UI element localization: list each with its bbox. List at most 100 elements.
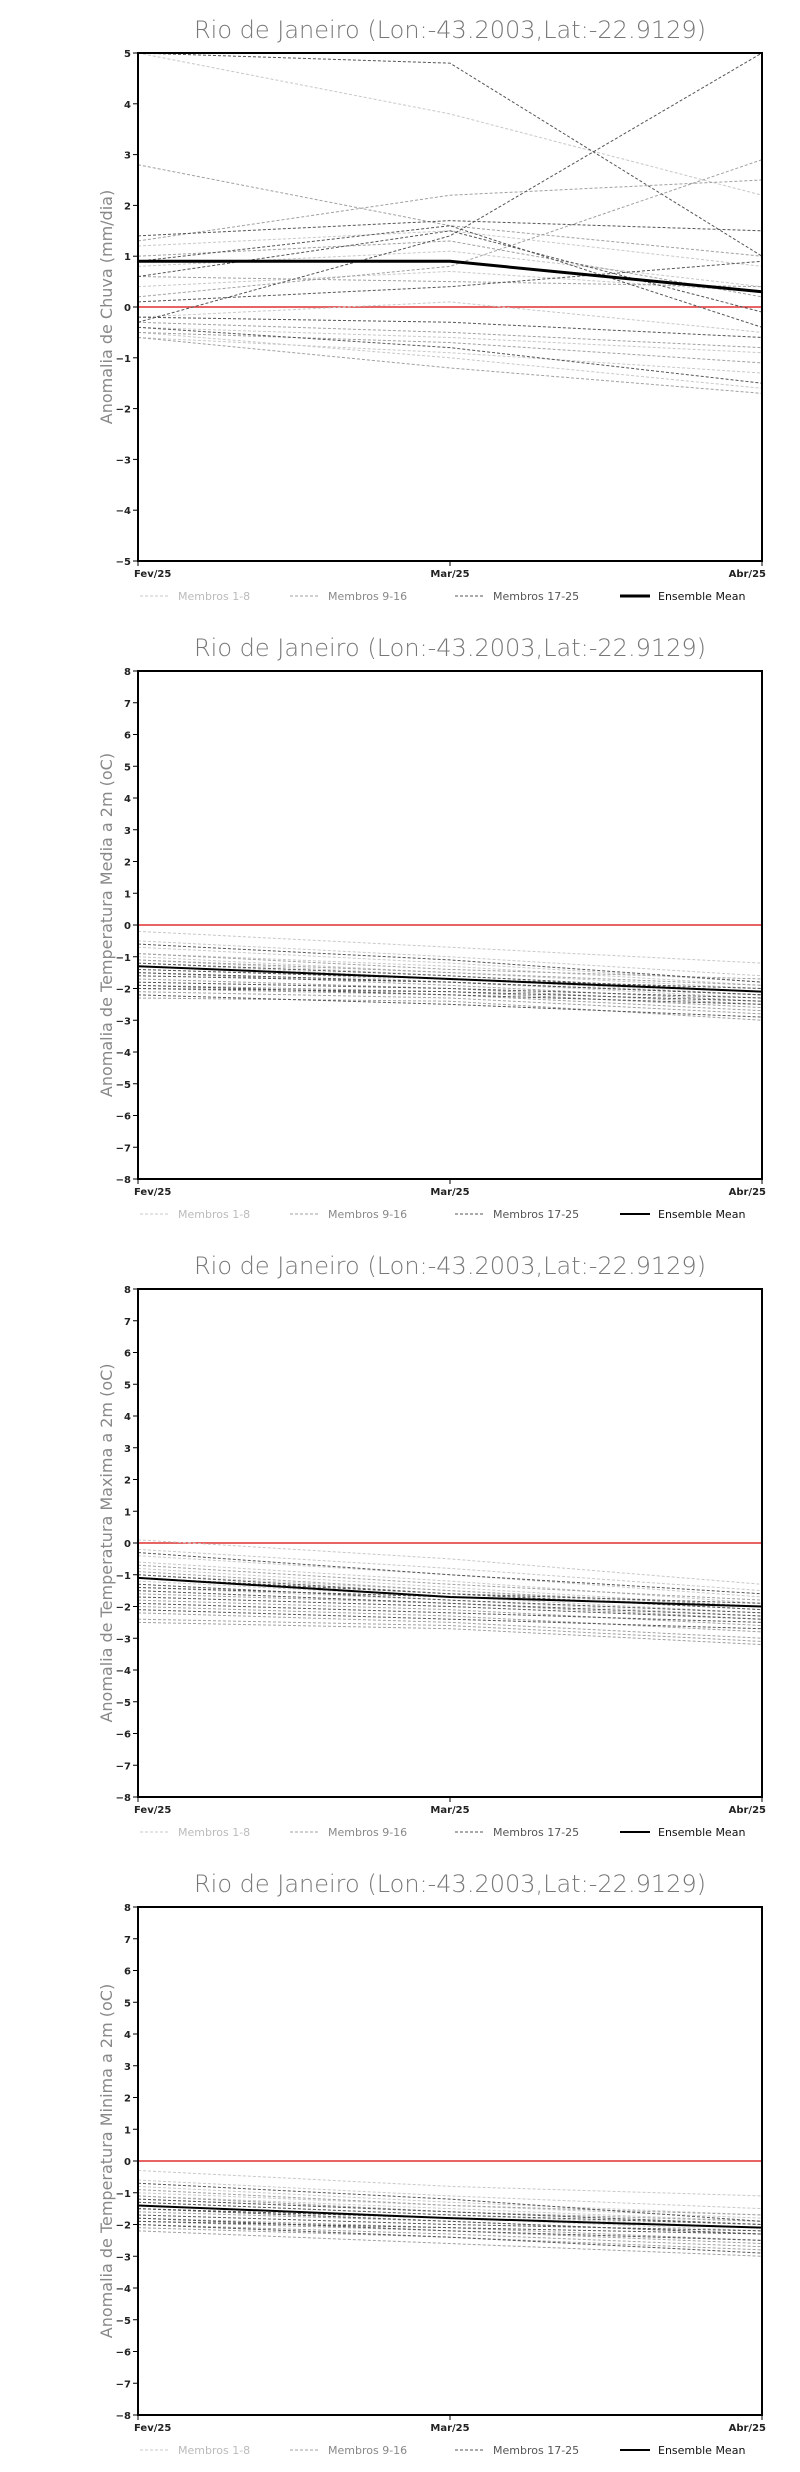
chart-title: Rio de Janeiro (Lon:-43.2003,Lat:-22.912… bbox=[194, 16, 706, 44]
x-tick-label: Abr/25 bbox=[729, 1805, 766, 1816]
member-line-2 bbox=[138, 940, 762, 977]
x-tick-label: Fev/25 bbox=[134, 2423, 171, 2434]
x-tick-label: Mar/25 bbox=[430, 1805, 469, 1816]
member-line-23 bbox=[138, 2208, 762, 2235]
member-line-3 bbox=[138, 250, 762, 288]
member-line-15 bbox=[138, 336, 762, 394]
member-line-8 bbox=[138, 326, 762, 354]
member-line-25 bbox=[138, 994, 762, 1018]
y-tick-label: 4 bbox=[124, 794, 131, 805]
member-line-19 bbox=[138, 53, 762, 323]
plot-frame bbox=[137, 1288, 763, 1798]
y-tick-label: −8 bbox=[116, 2411, 131, 2422]
legend-entry: Ensemble Mean bbox=[658, 590, 745, 603]
y-tick-label: 1 bbox=[124, 2125, 131, 2136]
member-line-25 bbox=[138, 1609, 762, 1630]
member-line-23 bbox=[138, 972, 762, 996]
member-line-19 bbox=[138, 2214, 762, 2232]
y-tick-label: −1 bbox=[116, 953, 131, 964]
y-tick-label: 5 bbox=[124, 49, 131, 60]
member-line-13 bbox=[138, 991, 762, 1015]
y-tick-label: 8 bbox=[124, 1285, 131, 1296]
y-tick-label: 0 bbox=[124, 303, 131, 314]
member-line-16 bbox=[138, 179, 762, 242]
y-tick-label: −3 bbox=[116, 2252, 131, 2263]
chart-svg: Rio de Janeiro (Lon:-43.2003,Lat:-22.912… bbox=[97, 16, 766, 603]
member-line-24 bbox=[138, 1602, 762, 1623]
y-tick-label: −3 bbox=[116, 1016, 131, 1027]
member-line-21 bbox=[138, 2182, 762, 2222]
member-line-5 bbox=[138, 301, 762, 333]
member-line-13 bbox=[138, 321, 762, 349]
x-tick-label: Mar/25 bbox=[430, 1187, 469, 1198]
member-line-16 bbox=[138, 959, 762, 986]
chart-panel-temperatura-maxima: Rio de Janeiro (Lon:-43.2003,Lat:-22.912… bbox=[0, 1236, 800, 1854]
y-tick-label: 7 bbox=[124, 1935, 131, 1946]
y-tick-label: −6 bbox=[116, 1112, 131, 1123]
x-tick-label: Fev/25 bbox=[134, 1805, 171, 1816]
y-tick-label: 1 bbox=[124, 889, 131, 900]
y-tick-label: 5 bbox=[124, 762, 131, 773]
member-line-10 bbox=[138, 240, 762, 298]
y-tick-label: 4 bbox=[124, 100, 131, 111]
y-tick-label: −4 bbox=[116, 1048, 131, 1059]
member-line-2 bbox=[138, 1548, 762, 1592]
chart-panel-chuva: Rio de Janeiro (Lon:-43.2003,Lat:-22.912… bbox=[0, 0, 800, 618]
y-tick-label: 8 bbox=[124, 667, 131, 678]
y-tick-label: 5 bbox=[124, 1998, 131, 2009]
member-line-12 bbox=[138, 1612, 762, 1639]
member-line-24 bbox=[138, 2217, 762, 2241]
series-group bbox=[138, 2160, 762, 2257]
member-line-5 bbox=[138, 2195, 762, 2222]
member-line-3 bbox=[138, 2185, 762, 2216]
member-line-15 bbox=[138, 1564, 762, 1601]
member-line-21 bbox=[138, 943, 762, 983]
legend-entry: Membros 9-16 bbox=[328, 590, 407, 603]
member-line-24 bbox=[138, 326, 762, 384]
y-tick-label: −7 bbox=[116, 2379, 131, 2390]
member-line-4 bbox=[138, 953, 762, 986]
y-tick-label: 2 bbox=[124, 858, 131, 869]
y-tick-label: −1 bbox=[116, 2189, 131, 2200]
ensemble-mean-line bbox=[138, 965, 762, 993]
y-tick-label: 8 bbox=[124, 1903, 131, 1914]
series-group bbox=[138, 924, 762, 1021]
member-line-21 bbox=[138, 1552, 762, 1595]
legend-entry: Membros 9-16 bbox=[328, 1826, 407, 1839]
member-line-1 bbox=[138, 1539, 762, 1585]
y-tick-label: −6 bbox=[116, 2348, 131, 2359]
y-tick-label: −3 bbox=[116, 1634, 131, 1645]
legend-entry: Membros 9-16 bbox=[328, 2444, 407, 2457]
legend-entry: Membros 17-25 bbox=[493, 1208, 579, 1221]
member-line-15 bbox=[138, 2189, 762, 2216]
member-line-1 bbox=[138, 2170, 762, 2197]
member-line-19 bbox=[138, 1590, 762, 1617]
y-tick-label: 0 bbox=[124, 921, 131, 932]
member-line-17 bbox=[138, 2201, 762, 2225]
y-axis-label: Anomalia de Temperatura Minima a 2m (oC) bbox=[97, 1984, 116, 2338]
y-tick-label: 5 bbox=[124, 1380, 131, 1391]
series-group bbox=[138, 1539, 762, 1646]
member-line-9 bbox=[138, 164, 762, 257]
x-tick-label: Mar/25 bbox=[430, 2423, 469, 2434]
member-line-6 bbox=[138, 331, 762, 389]
x-tick-label: Abr/25 bbox=[729, 1187, 766, 1198]
y-tick-label: 4 bbox=[124, 1412, 131, 1423]
member-line-24 bbox=[138, 984, 762, 1005]
y-tick-label: −4 bbox=[116, 2284, 131, 2295]
y-tick-label: 6 bbox=[124, 1967, 131, 1978]
member-line-14 bbox=[138, 1621, 762, 1646]
y-tick-label: −4 bbox=[116, 506, 131, 517]
y-tick-label: 3 bbox=[124, 1444, 131, 1455]
legend-entry: Ensemble Mean bbox=[658, 1208, 745, 1221]
y-tick-label: −8 bbox=[116, 1793, 131, 1804]
x-tick-label: Fev/25 bbox=[134, 1187, 171, 1198]
y-tick-label: 1 bbox=[124, 1507, 131, 1518]
legend-entry: Membros 17-25 bbox=[493, 590, 579, 603]
legend-entry: Ensemble Mean bbox=[658, 2444, 745, 2457]
chart-svg: Rio de Janeiro (Lon:-43.2003,Lat:-22.912… bbox=[97, 1870, 766, 2457]
y-tick-label: −1 bbox=[116, 1571, 131, 1582]
y-tick-label: −2 bbox=[116, 1603, 131, 1614]
y-tick-label: −6 bbox=[116, 1730, 131, 1741]
x-tick-label: Abr/25 bbox=[729, 2423, 766, 2434]
